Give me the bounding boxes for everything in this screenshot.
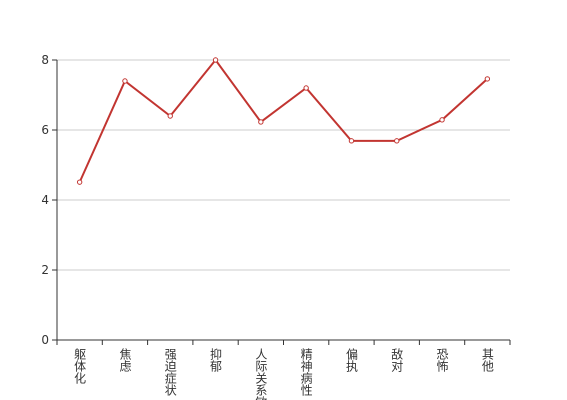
x-tick-label: 恐怖 <box>435 348 449 372</box>
x-tick-label: 偏执 <box>344 347 358 373</box>
x-tick-label: 躯体化 <box>73 347 87 385</box>
point <box>439 117 445 123</box>
point <box>122 78 128 84</box>
x-tick-label: 强迫症状 <box>163 348 177 396</box>
y-tick-label: 2 <box>41 263 49 277</box>
point <box>484 76 491 82</box>
x-tick-label: 人际关系敏感 <box>254 348 268 400</box>
x-tick-label: 其他 <box>480 348 494 372</box>
point <box>167 113 173 119</box>
series-line <box>78 58 489 183</box>
point <box>212 57 219 63</box>
x-tick-label: 焦虑 <box>118 348 132 372</box>
x-tick-label: 精神病性 <box>299 348 313 397</box>
point <box>76 179 83 185</box>
point <box>394 138 400 144</box>
point <box>258 119 264 125</box>
y-tick-label: 0 <box>41 333 49 347</box>
y-tick-label: 4 <box>41 193 49 207</box>
point <box>303 85 309 91</box>
point <box>348 138 355 144</box>
x-tick-label: 抑郁 <box>209 347 223 373</box>
y-tick-label: 8 <box>41 53 49 67</box>
y-tick-label: 6 <box>41 123 49 137</box>
x-tick-label: 敌对 <box>390 347 404 372</box>
